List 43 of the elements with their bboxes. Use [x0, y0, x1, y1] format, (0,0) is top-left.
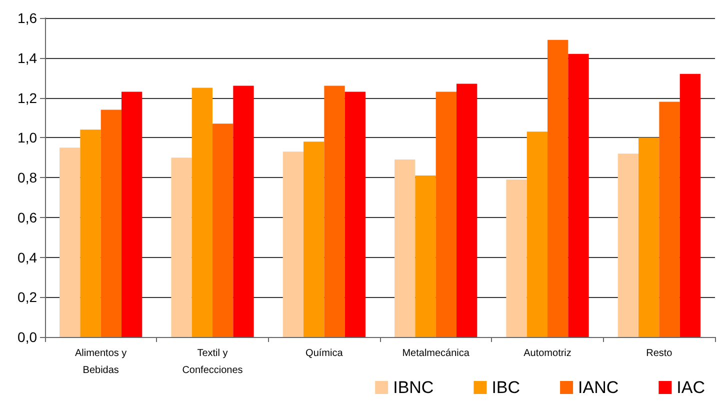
x-tick-label: Química — [306, 348, 344, 359]
bar — [304, 142, 324, 337]
bar — [526, 132, 548, 337]
bar — [436, 92, 456, 337]
bar — [324, 86, 345, 337]
bar — [638, 138, 660, 337]
bar — [680, 74, 700, 337]
y-tick-label: 1,2 — [18, 90, 38, 106]
bar — [568, 54, 589, 337]
bar — [212, 124, 234, 337]
bar — [80, 130, 101, 337]
bar — [192, 88, 212, 337]
x-tick-label: Textil y Confecciones — [182, 348, 243, 376]
y-tick-label: 0,2 — [18, 289, 38, 306]
bar — [121, 92, 142, 337]
bar — [282, 152, 304, 337]
legend-label: IBC — [492, 378, 520, 397]
x-tick-label: Automotriz — [524, 348, 572, 359]
bar — [344, 92, 366, 337]
bar — [506, 179, 527, 337]
bar — [618, 154, 639, 337]
x-tick-label: Alimentos y Bebidas — [74, 348, 127, 376]
legend-label: IANC — [578, 378, 619, 397]
bar — [456, 84, 478, 337]
bar — [60, 148, 80, 337]
y-tick-label: 1,0 — [18, 130, 38, 146]
bar — [548, 40, 568, 337]
bar — [394, 160, 416, 337]
y-tick-label: 1,6 — [18, 10, 38, 26]
legend-label: IAC — [676, 378, 706, 397]
bar — [415, 176, 436, 337]
bar — [100, 110, 122, 337]
y-tick-label: 0,4 — [18, 249, 38, 266]
bar — [233, 86, 254, 337]
y-tick-label: 0,8 — [18, 170, 38, 186]
y-tick-label: 0,6 — [18, 209, 38, 226]
bar — [171, 158, 192, 337]
x-tick-label: Resto — [646, 348, 673, 359]
y-tick-label: 0,0 — [18, 329, 38, 345]
x-tick-label: Metalmecánica — [402, 348, 470, 359]
bar — [659, 102, 680, 337]
y-tick-label: 1,4 — [18, 50, 38, 66]
legend-label: IBNC — [393, 378, 434, 397]
